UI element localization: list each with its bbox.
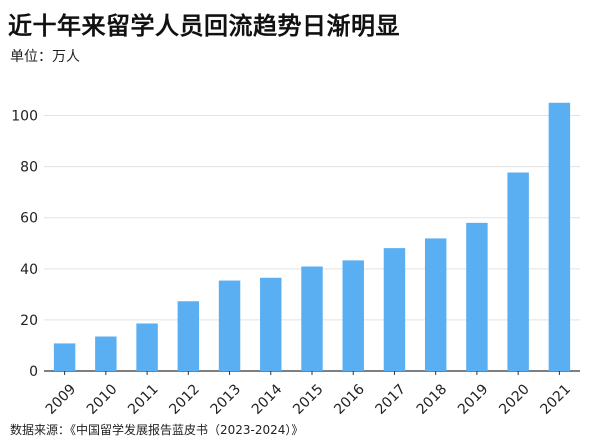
- bar-2021: [548, 102, 571, 371]
- x-tick-label: 2012: [166, 381, 203, 418]
- x-tick-label: 2009: [43, 381, 80, 418]
- chart-title: 近十年来留学人员回流趋势日渐明显: [8, 12, 400, 40]
- x-tick-label: 2021: [537, 381, 574, 418]
- y-tick-label: 20: [20, 313, 38, 329]
- source-note: 数据来源：《中国留学发展报告蓝皮书（2023-2024）》: [10, 423, 304, 437]
- x-tick-label: 2016: [331, 381, 368, 418]
- x-tick-label: 2015: [290, 381, 327, 418]
- x-tick-label: 2013: [208, 381, 245, 418]
- bar-2012: [177, 301, 200, 371]
- y-tick-label: 0: [29, 364, 38, 380]
- x-tick-label: 2014: [249, 381, 286, 418]
- bar-2009: [53, 343, 76, 371]
- y-tick-label: 60: [20, 211, 38, 227]
- bar-2013: [218, 280, 241, 371]
- bar-2010: [95, 336, 117, 371]
- y-axis-ticks: 0 20 40 60 80 100: [11, 109, 38, 380]
- y-tick-label: 40: [20, 262, 38, 278]
- bar-2017: [383, 248, 406, 371]
- x-axis-ticks: 2009 2010 2011 2012 2013 2014 2015 2016 2017 2018…: [43, 371, 574, 418]
- y-tick-label: 80: [20, 160, 38, 176]
- x-tick-label: 2017: [373, 381, 410, 418]
- bar-2018: [424, 238, 447, 371]
- bar-2020: [507, 172, 529, 371]
- bars: [53, 102, 571, 371]
- x-tick-label: 2019: [455, 381, 492, 418]
- x-tick-label: 2011: [125, 381, 162, 418]
- bar-2014: [260, 277, 282, 371]
- x-tick-label: 2018: [414, 381, 451, 418]
- bar-2019: [466, 222, 488, 371]
- unit-label: 单位：万人: [10, 49, 80, 65]
- x-tick-label: 2010: [84, 381, 121, 418]
- bar-2015: [301, 266, 323, 371]
- x-tick-label: 2020: [496, 381, 533, 418]
- bar-2016: [342, 260, 364, 371]
- bar-2011: [136, 323, 158, 371]
- y-tick-label: 100: [11, 109, 38, 125]
